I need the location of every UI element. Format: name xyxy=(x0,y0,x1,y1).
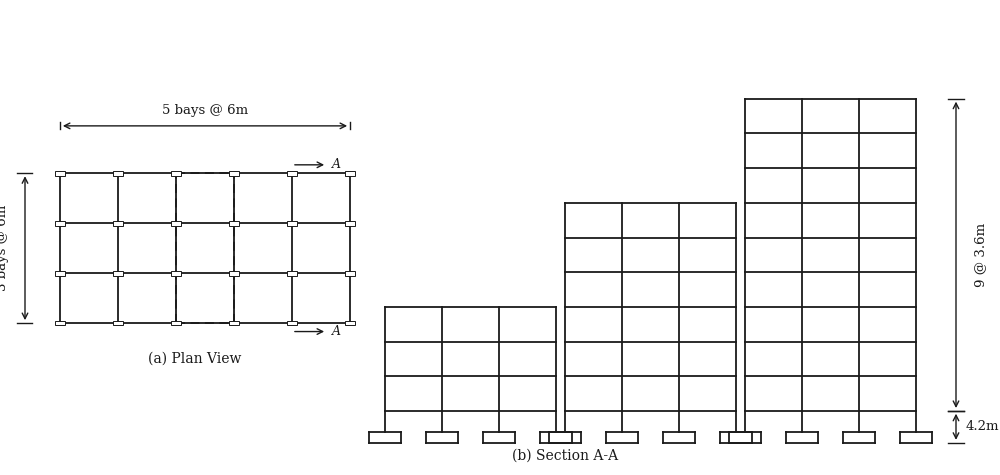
Bar xyxy=(55,221,65,226)
Bar xyxy=(287,171,297,176)
Text: A: A xyxy=(332,158,341,171)
Bar xyxy=(171,321,181,325)
Bar xyxy=(229,321,239,325)
Bar xyxy=(55,171,65,176)
Text: 4.2m: 4.2m xyxy=(966,420,1000,433)
Bar xyxy=(345,321,355,325)
Bar xyxy=(171,171,181,176)
Bar xyxy=(287,271,297,276)
Bar xyxy=(171,221,181,226)
Bar xyxy=(229,221,239,226)
Bar xyxy=(113,321,123,325)
Bar xyxy=(171,271,181,276)
Bar xyxy=(55,271,65,276)
Bar xyxy=(113,221,123,226)
Bar xyxy=(287,221,297,226)
Bar xyxy=(345,271,355,276)
Bar xyxy=(345,171,355,176)
Text: A: A xyxy=(332,325,341,338)
Bar xyxy=(287,321,297,325)
Bar xyxy=(113,171,123,176)
Text: (b) Section A-A: (b) Section A-A xyxy=(512,449,618,463)
Text: 9 @ 3.6m: 9 @ 3.6m xyxy=(974,223,987,287)
Text: 5 bays @ 6m: 5 bays @ 6m xyxy=(162,104,248,117)
Text: 3 bays @ 6m: 3 bays @ 6m xyxy=(0,205,9,291)
Bar xyxy=(55,321,65,325)
Bar xyxy=(113,271,123,276)
Bar xyxy=(345,221,355,226)
Text: (a) Plan View: (a) Plan View xyxy=(148,352,242,365)
Bar xyxy=(229,271,239,276)
Bar xyxy=(229,171,239,176)
